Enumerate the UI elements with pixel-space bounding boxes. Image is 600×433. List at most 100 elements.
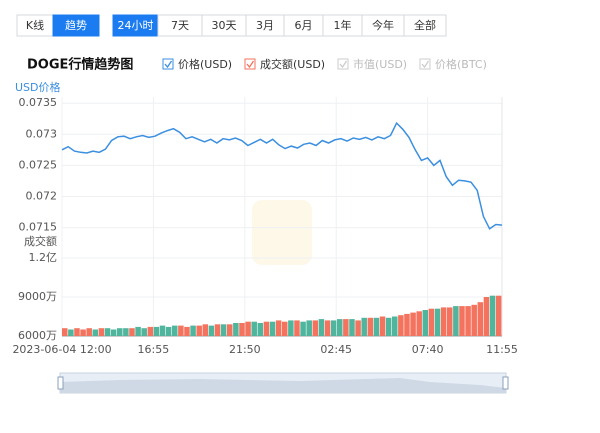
volume-bar bbox=[398, 315, 404, 336]
legend-label[interactable]: 价格(BTC) bbox=[435, 57, 487, 71]
volume-bar bbox=[459, 306, 465, 336]
range-label[interactable]: 30天 bbox=[212, 19, 237, 32]
y-tick-label: 0.0715 bbox=[19, 221, 58, 234]
volume-bar bbox=[135, 326, 141, 336]
volume-bar bbox=[288, 320, 294, 336]
volume-bar bbox=[453, 306, 459, 336]
volume-bar bbox=[110, 329, 117, 336]
legend-check bbox=[339, 60, 348, 69]
slider-handle[interactable] bbox=[57, 376, 64, 390]
volume-bar bbox=[159, 325, 166, 336]
volume-bar bbox=[495, 295, 502, 336]
volume-bar bbox=[416, 311, 422, 336]
volume-bar bbox=[184, 326, 190, 336]
volume-bar bbox=[68, 329, 74, 336]
volume-bar bbox=[349, 319, 355, 336]
range-label[interactable]: 6月 bbox=[295, 19, 313, 32]
x-tick-label: 2023-06-04 12:00 bbox=[12, 343, 111, 356]
volume-bar bbox=[324, 320, 331, 336]
volume-bar bbox=[434, 308, 441, 336]
tab-label[interactable]: 趋势 bbox=[65, 19, 87, 32]
y-axis-label: 成交额 bbox=[24, 234, 57, 248]
volume-bar bbox=[227, 324, 233, 336]
volume-bar bbox=[392, 316, 398, 336]
volume-bar bbox=[367, 317, 374, 336]
volume-bar bbox=[202, 324, 209, 336]
volume-bar bbox=[422, 310, 429, 336]
volume-bar bbox=[330, 320, 337, 336]
volume-bar bbox=[306, 320, 312, 336]
range-label[interactable]: 今年 bbox=[372, 18, 394, 32]
volume-bar bbox=[337, 319, 343, 336]
volume-bar bbox=[471, 304, 477, 336]
legend-checkbox[interactable] bbox=[244, 58, 256, 70]
volume-bar bbox=[92, 329, 99, 336]
volume-bar bbox=[361, 317, 367, 336]
volume-bar bbox=[123, 328, 129, 336]
volume-bar bbox=[282, 321, 288, 336]
price-line bbox=[61, 121, 503, 230]
volume-bar bbox=[294, 320, 300, 336]
volume-bar bbox=[220, 324, 227, 336]
volume-bar bbox=[385, 317, 392, 336]
x-tick-label: 07:40 bbox=[412, 343, 444, 356]
slider-preview bbox=[60, 378, 506, 393]
volume-bar bbox=[263, 321, 270, 336]
chart-title: DOGE行情趋势图 bbox=[27, 57, 133, 73]
volume-bar bbox=[239, 323, 245, 336]
legend-checkbox[interactable] bbox=[337, 58, 349, 70]
y-tick-label: 0.0735 bbox=[19, 96, 58, 109]
range-label[interactable]: 7天 bbox=[171, 19, 189, 32]
legend-label[interactable]: 价格(USD) bbox=[178, 57, 232, 71]
volume-bar bbox=[117, 328, 123, 336]
volume-bar bbox=[74, 328, 80, 336]
legend-checkbox[interactable] bbox=[419, 58, 431, 70]
volume-bar bbox=[343, 319, 349, 336]
volume-bar bbox=[477, 302, 484, 336]
volume-bar bbox=[141, 328, 147, 336]
volume-bar bbox=[379, 316, 386, 336]
x-tick-label: 21:50 bbox=[229, 343, 261, 356]
volume-bar bbox=[440, 307, 447, 336]
volume-bar bbox=[410, 312, 416, 336]
range-label[interactable]: 全部 bbox=[414, 18, 436, 32]
tab-label[interactable]: K线 bbox=[26, 18, 44, 32]
volume-bar bbox=[196, 325, 202, 336]
volume-bar bbox=[147, 326, 154, 336]
volume-bar bbox=[233, 323, 239, 336]
legend-label[interactable]: 市值(USD) bbox=[353, 57, 407, 71]
x-tick-label: 16:55 bbox=[138, 343, 170, 356]
range-label[interactable]: 24小时 bbox=[118, 19, 154, 32]
volume-bar bbox=[178, 325, 184, 336]
legend-checkbox[interactable] bbox=[162, 58, 174, 70]
slider-handle[interactable] bbox=[502, 376, 509, 390]
volume-bar bbox=[80, 329, 86, 336]
y-tick-label: 0.0725 bbox=[19, 158, 58, 171]
tab-button[interactable] bbox=[52, 14, 100, 37]
range-button[interactable] bbox=[403, 14, 447, 37]
volume-bar bbox=[275, 320, 282, 336]
volume-bar bbox=[104, 328, 111, 336]
volume-bar bbox=[190, 325, 196, 336]
volume-bar bbox=[483, 297, 490, 336]
range-label[interactable]: 1年 bbox=[334, 18, 352, 32]
volume-bar bbox=[129, 328, 135, 336]
y-tick-label: 6000万 bbox=[18, 329, 57, 342]
volume-bar bbox=[172, 325, 178, 336]
volume-bar bbox=[153, 326, 160, 336]
range-label[interactable]: 3月 bbox=[256, 19, 274, 32]
y-tick-label: 0.073 bbox=[26, 127, 58, 140]
volume-bar bbox=[257, 323, 264, 336]
volume-bar bbox=[269, 321, 276, 336]
volume-bar bbox=[165, 326, 172, 336]
volume-bar bbox=[404, 313, 410, 336]
y-axis-label: USD价格 bbox=[15, 80, 61, 94]
x-tick-label: 02:45 bbox=[320, 343, 352, 356]
x-tick-label: 11:55 bbox=[486, 343, 518, 356]
volume-bar bbox=[489, 295, 496, 336]
y-tick-label: 9000万 bbox=[18, 290, 57, 303]
volume-bar bbox=[86, 328, 92, 336]
legend-label[interactable]: 成交额(USD) bbox=[260, 57, 325, 71]
volume-bar bbox=[251, 321, 257, 336]
